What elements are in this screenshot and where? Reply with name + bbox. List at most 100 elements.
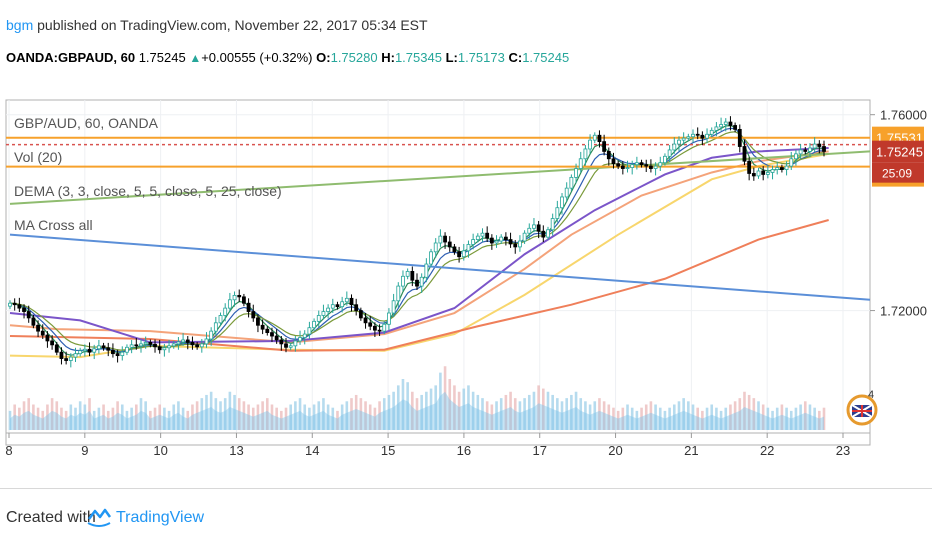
svg-text:4: 4 [868,389,874,401]
volume-bar [771,410,774,430]
volume-bar [102,404,105,430]
volume-bar [256,404,260,430]
candle-body [298,337,302,342]
candle-body [284,343,288,348]
volume-bar [331,407,335,430]
volume-bar [471,391,475,430]
published-text: published on TradingView.com, November 2… [37,17,428,33]
volume-bar [233,394,236,430]
candle-body [391,300,396,314]
volume-bar [527,394,531,430]
volume-bar [495,401,498,430]
candle-body [494,240,499,244]
volume-bar [598,398,601,430]
candle-body [630,164,635,168]
legend-ma-cross[interactable]: MA Cross all [14,217,93,233]
candle-body [433,242,438,253]
volume-bar [565,398,569,430]
volume-bar [654,404,657,430]
grid-lines [6,100,870,433]
candle-body [106,347,111,351]
volume-bar [794,407,798,430]
volume-bar [719,410,723,430]
tradingview-logo-icon[interactable] [86,503,112,529]
candle-body [569,176,574,189]
volume-bar [359,398,363,430]
candle-body [401,275,405,287]
candle-body [672,143,677,151]
candle-body [279,339,284,345]
candle-body [12,302,17,306]
open-label: O: [316,50,331,65]
volume-bar [509,391,512,430]
volume-bar [270,404,274,430]
volume-bar [60,407,63,430]
candle-body [443,235,447,243]
close-label: C: [508,50,523,65]
x-tick-label: 17 [532,443,546,458]
author-link[interactable]: bgm [6,17,34,33]
candle-body [17,304,22,309]
candle-body [125,346,129,353]
volume-bar [97,407,101,430]
volume-bar [326,404,330,430]
volume-bar [724,407,728,430]
candle-body [358,310,363,319]
change-value: +0.00555 (+0.32%) [201,50,313,65]
volume-bar [312,404,316,430]
candle-body [518,240,522,248]
volume-bar [106,410,110,430]
legend-dema[interactable]: DEMA (3, 3, close, 5, 5, close, 5, 25, c… [14,183,282,199]
volume-bar [387,394,391,430]
volume-bar [209,391,213,430]
volume-bar [354,394,358,430]
candle-body [237,294,242,298]
x-tick-label: 22 [760,443,774,458]
volume-bar [163,407,166,430]
candle-body [316,315,321,322]
volume-bar [289,404,292,430]
candle-body [527,227,532,234]
ma-line-orange [9,150,829,344]
volume-bar [223,398,227,430]
candle-body [405,270,410,277]
volume-bar [32,404,35,430]
candle-body [162,347,167,351]
candle-body [733,125,738,130]
countdown-tag-bg [872,162,924,183]
high-label: H: [381,50,395,65]
volume-bar [467,385,470,430]
volume-bar [153,407,157,430]
x-tick-label: 8 [5,443,12,458]
x-tick-label: 9 [81,443,88,458]
volume-bar [677,401,681,430]
candlesticks [8,116,826,368]
candle-body [335,304,340,308]
legend-title[interactable]: GBP/AUD, 60, OANDA [14,115,159,131]
tradingview-brand[interactable]: TradingView [116,509,205,526]
volume-bar [588,404,592,430]
candle-body [471,239,476,245]
candle-body [251,311,256,319]
candle-body [686,136,691,139]
candle-body [532,224,536,229]
candle-body [714,126,719,131]
time-axis[interactable]: 8 9 10 13 14 15 16 17 20 21 22 23 [5,432,870,458]
candle-body [775,167,780,170]
candle-body [541,230,546,238]
candle-body [213,322,218,332]
candle-body [508,239,513,245]
volume-bar [46,404,49,430]
volume-bar [242,401,246,430]
candle-body [387,312,391,325]
ma-line-purple [9,146,829,344]
x-tick-label: 13 [229,443,243,458]
volume-bar [803,401,807,430]
candle-body [218,315,223,324]
candle-body [199,343,204,348]
price-chart[interactable]: GBP/AUD, 60, OANDA Vol (20) DEMA (3, 3, … [0,88,932,480]
volume-bar [219,401,222,430]
legend-vol[interactable]: Vol (20) [14,149,62,165]
volume-bar [345,401,349,430]
